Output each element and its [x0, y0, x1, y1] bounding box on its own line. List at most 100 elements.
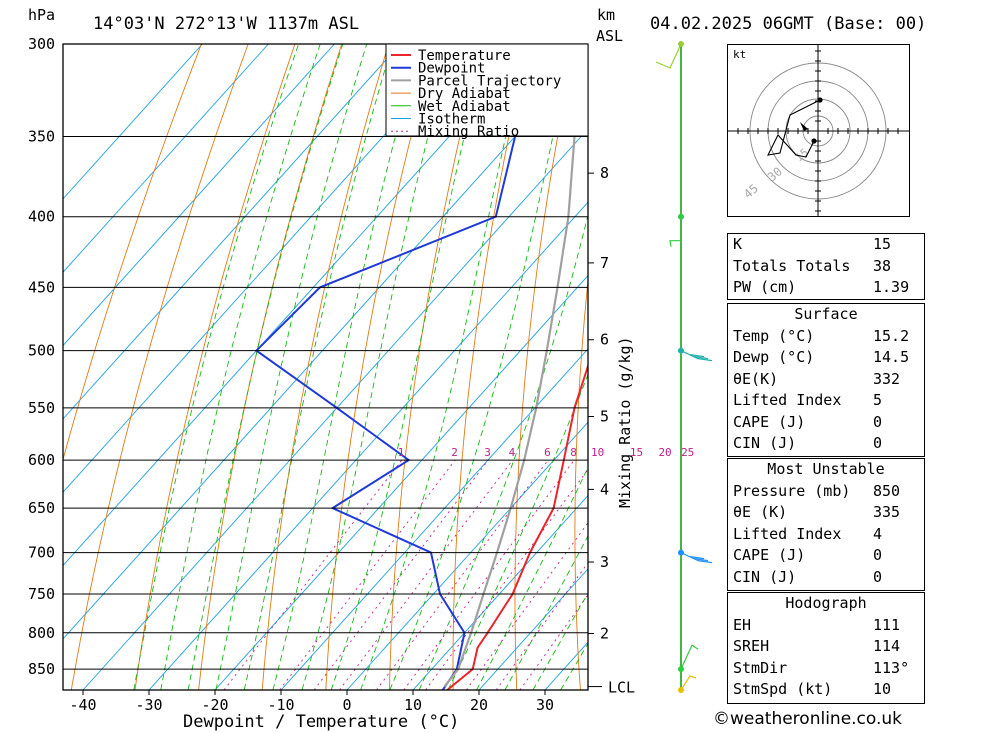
wet-adiabat-line	[301, 44, 453, 690]
location-title: 14°03'N 272°13'W 1137m ASL	[93, 14, 359, 34]
hodograph-point-top	[817, 97, 823, 103]
hodograph-axes	[728, 45, 909, 216]
mixing-ratio-label: 1	[398, 446, 405, 459]
mu-row-li: Lifted Index 4	[733, 524, 883, 543]
dry-adiabat-line	[389, 44, 483, 690]
isotherm-line	[412, 494, 588, 690]
wet-adiabat-line	[215, 44, 368, 690]
isotherm-line	[148, 201, 588, 690]
plot-frame	[62, 43, 589, 691]
hodograph-trace	[767, 99, 821, 158]
pressure-tick-label: 350	[28, 128, 55, 146]
pressure-tick-label: 550	[28, 399, 55, 417]
wind-barb	[669, 240, 681, 247]
wet-adiabat-line	[272, 44, 422, 690]
wind-barb-feather	[689, 556, 705, 560]
dry-adiabat-line	[514, 44, 577, 690]
mixing-ratio-label: 2	[451, 446, 458, 459]
dry-adiabat-line	[452, 44, 530, 690]
pressure-tick-label: 800	[28, 624, 55, 642]
isotherm-line	[63, 44, 467, 493]
height-tick-label: 4	[600, 480, 609, 498]
hodograph-table: Hodograph EH 111 SREH 114 StmDir 113° StmSp…	[727, 592, 925, 704]
legend-entry: Dry Adiabat	[418, 86, 511, 102]
surface-row-dewp: Dewp (°C) 14.5	[733, 348, 910, 366]
pressure-tick-label: 850	[28, 660, 55, 678]
height-tick-label: 8	[600, 164, 609, 182]
x-tick-label: 20	[470, 696, 488, 714]
isotherm-line	[280, 348, 588, 690]
hodograph-panel: kt 15 30 45	[727, 44, 910, 217]
mixing-ratio-label: 10	[591, 446, 604, 459]
surface-row-li: Lifted Index 5	[733, 391, 883, 409]
wet-adiabat-line	[447, 373, 588, 690]
wind-barb-feather	[693, 558, 709, 562]
indices-row-totals: Totals Totals 38	[733, 256, 892, 275]
legend-entry: Isotherm	[418, 112, 485, 128]
pressure-tick-label: 600	[28, 451, 55, 469]
series-temperature	[446, 362, 588, 690]
dry-adiabat-line	[997, 44, 1000, 690]
pressure-tick-label: 450	[28, 278, 55, 296]
mixing-ratio-line	[425, 468, 588, 690]
legend-entry: Temperature	[418, 48, 511, 64]
x-tick-label: 10	[404, 696, 422, 714]
hodograph-ring-label-30: 30	[765, 164, 785, 184]
surface-row-cin: CIN (J) 0	[733, 434, 883, 452]
hodo-row-sreh: SREH 114	[733, 637, 901, 655]
pressure-tick-label: 400	[28, 208, 55, 226]
height-tick-label: 3	[600, 553, 609, 571]
hodo-row-eh: EH 111	[733, 615, 901, 634]
dry-adiabat-line	[134, 44, 296, 690]
mu-row-thetae: θE (K) 335	[733, 503, 901, 521]
isotherm-line	[63, 44, 533, 567]
plot-area	[63, 44, 588, 690]
legend-entry: Parcel Trajectory	[418, 73, 561, 89]
copyright-label: ©weatheronline.co.uk	[713, 709, 903, 729]
isotherm-line	[63, 44, 269, 273]
indices-row-pw: PW (cm) 1.39	[733, 278, 910, 296]
asl-unit-label: ASL	[596, 27, 623, 45]
legend-entry: Mixing Ratio	[418, 124, 519, 140]
mu-row-cin: CIN (J) 0	[733, 567, 883, 586]
surface-row-temp: Temp (°C) 15.2	[733, 326, 910, 345]
height-tick-label: 6	[600, 331, 609, 349]
isotherm-line	[63, 44, 203, 200]
x-tick-label: 30	[536, 696, 554, 714]
dry-adiabat-line	[690, 44, 716, 690]
pressure-tick-label: 300	[28, 35, 55, 53]
x-tick-label: -20	[201, 696, 228, 714]
x-tick-label: 0	[342, 696, 351, 714]
wet-adiabat-line	[160, 44, 321, 690]
dry-adiabat-line	[949, 44, 1000, 690]
dry-adiabat-line	[633, 44, 669, 690]
mixing-ratio-label: 20	[658, 446, 671, 459]
height-tick-label: 5	[600, 408, 609, 426]
dry-adiabat-line	[70, 44, 249, 690]
datetime-label: 04.02.2025 06GMT (Base: 00)	[650, 14, 926, 34]
x-tick-label: -10	[267, 696, 294, 714]
wind-barb	[680, 675, 697, 691]
mu-row-pressure: Pressure (mb) 850	[733, 481, 901, 500]
wet-adiabat-line	[360, 44, 528, 690]
hodograph-table-title: Hodograph	[785, 594, 867, 612]
dry-adiabat-line	[325, 44, 436, 690]
isotherm-line	[63, 44, 401, 420]
pressure-tick-label: 650	[28, 499, 55, 517]
pressure-tick-label: 750	[28, 585, 55, 603]
wet-adiabat-line	[532, 592, 588, 690]
km-unit-label: km	[597, 6, 615, 24]
pressure-tick-label: 700	[28, 544, 55, 562]
wet-adiabat-line	[133, 44, 300, 690]
dry-adiabat-line	[261, 44, 389, 690]
wet-adiabat-line	[330, 44, 488, 690]
surface-row-cape: CAPE (J) 0	[733, 412, 883, 431]
surface-row-thetae: θE(K) 332	[733, 369, 901, 388]
hodograph-chart: kt 15 30 45	[728, 45, 909, 216]
isotherm-line	[214, 274, 588, 690]
isotherm-line	[63, 44, 335, 347]
surface-title: Surface	[794, 305, 858, 323]
height-tick-label: 2	[600, 625, 609, 643]
